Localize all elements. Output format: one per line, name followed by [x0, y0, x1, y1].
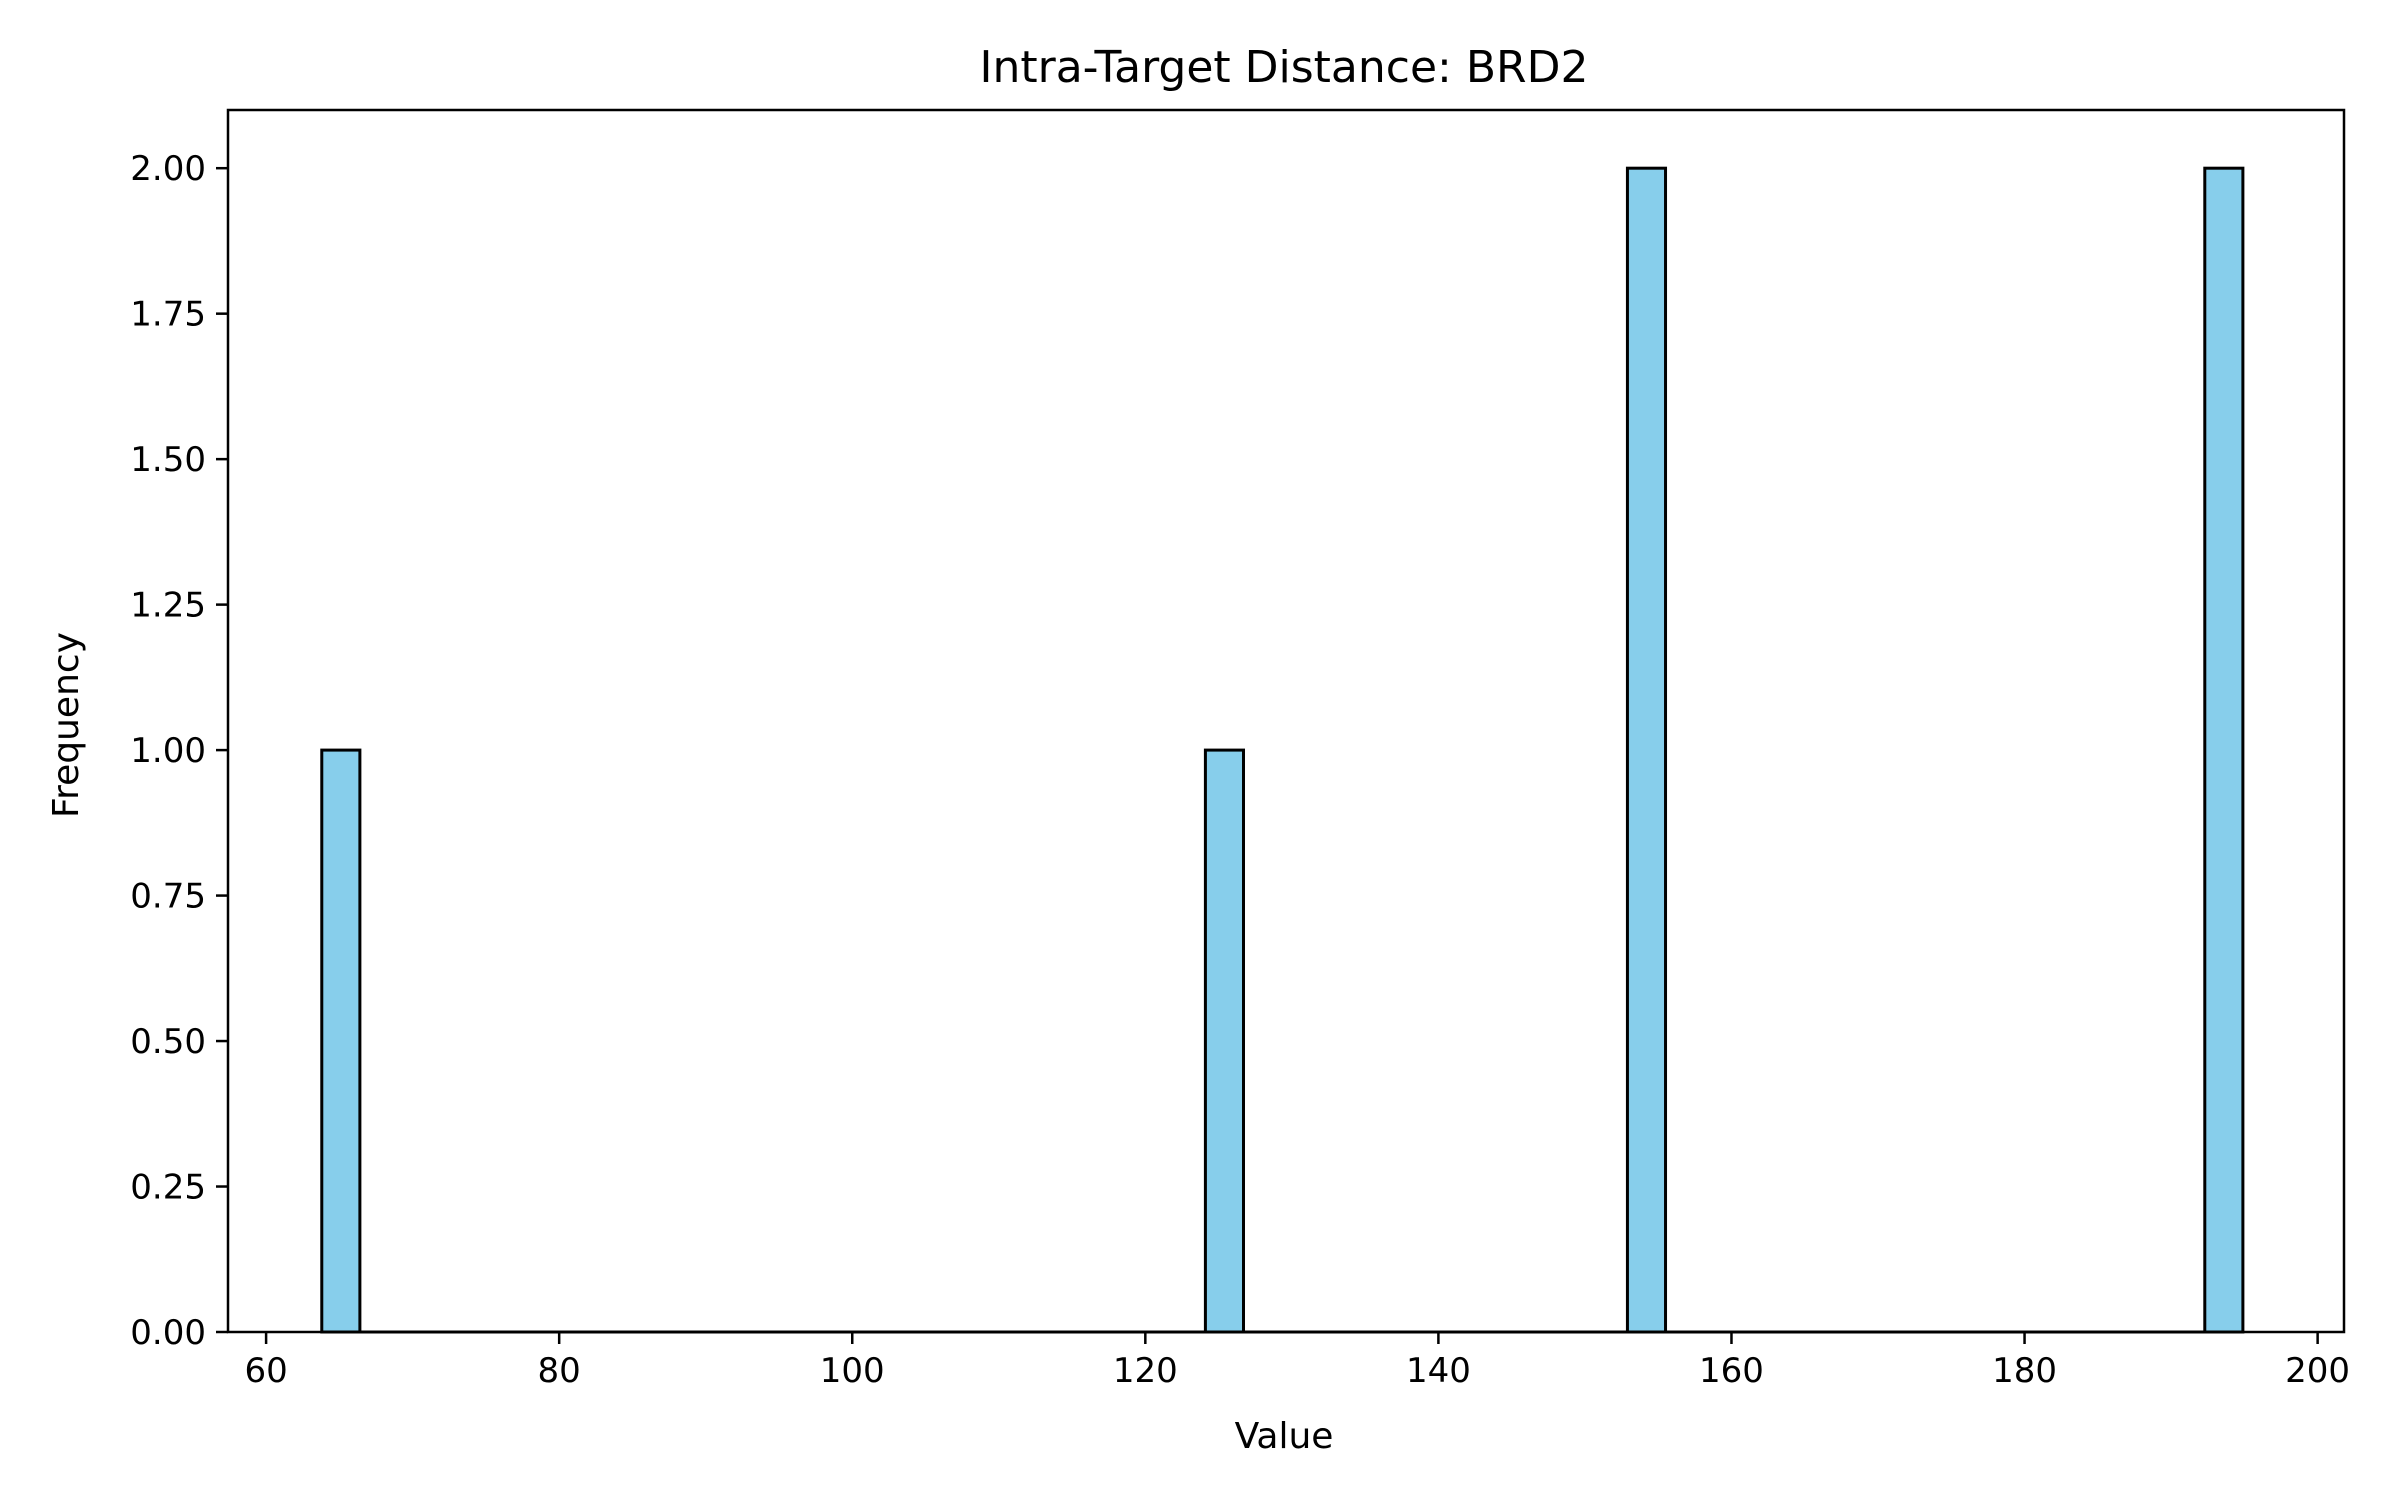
x-tick-label: 140 [1406, 1351, 1471, 1391]
histogram-bar [1625, 166, 1668, 1334]
y-tick-label: 0.75 [130, 877, 206, 917]
y-tick-label: 2.00 [130, 149, 206, 189]
histogram-bar [1203, 748, 1246, 1334]
histogram-bar [320, 748, 362, 1334]
x-tick-label: 200 [2285, 1351, 2350, 1391]
x-tick-label: 80 [538, 1351, 581, 1391]
plot-area: 60 80 100 120 140 160 180 200 0.00 0.25 0.50 0.75 1.… [130, 108, 2350, 1391]
y-axis-label: Frequency [46, 632, 87, 818]
y-tick-label: 0.00 [130, 1313, 206, 1353]
chart-title: Intra-Target Distance: BRD2 [980, 42, 1589, 93]
y-tick-label: 1.00 [130, 731, 206, 771]
x-tick-label: 120 [1113, 1351, 1178, 1391]
x-tick-label: 60 [244, 1351, 287, 1391]
y-tick-label: 0.25 [130, 1168, 206, 1208]
y-tick-label: 0.50 [130, 1022, 206, 1062]
x-axis-label: Value [1235, 1416, 1334, 1457]
x-tick-label: 100 [820, 1351, 885, 1391]
x-tick-label: 160 [1699, 1351, 1764, 1391]
x-tick-label: 180 [1992, 1351, 2057, 1391]
axes-frame [226, 108, 2346, 1334]
histogram-bar [2203, 166, 2245, 1334]
y-tick-label: 1.75 [130, 295, 206, 335]
y-tick-label: 1.50 [130, 440, 206, 480]
y-tick-label: 1.25 [130, 586, 206, 626]
